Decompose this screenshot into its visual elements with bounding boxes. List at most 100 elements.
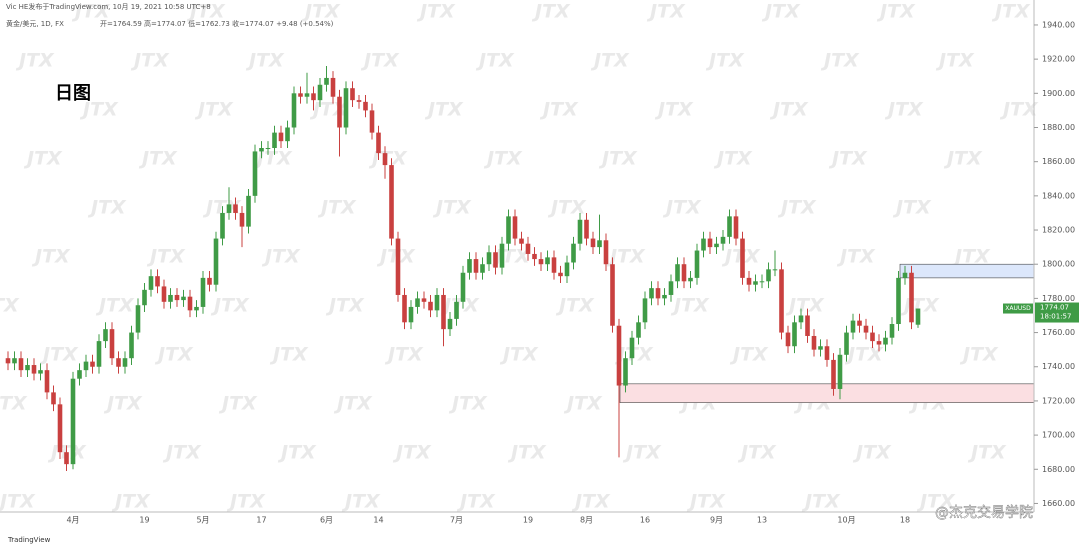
candle-body [519, 238, 524, 244]
x-tick-label: 16 [640, 516, 650, 525]
candle-body [701, 238, 706, 251]
watermark: JTX [384, 344, 424, 366]
watermark: JTX [483, 148, 523, 170]
watermark: JTX [138, 148, 178, 170]
watermark: JTX [194, 99, 234, 121]
credit: @杰克交易学院 [935, 504, 1033, 521]
x-tick-label: 7月 [450, 516, 463, 525]
candle-body [389, 165, 394, 239]
watermark: JTX [713, 148, 753, 170]
watermark: JTX [967, 442, 1007, 464]
watermark: JTX [130, 50, 170, 72]
watermark: JTX [15, 50, 55, 72]
x-tick-label: 8月 [580, 516, 593, 525]
candle-body [181, 296, 186, 301]
candle-body [662, 294, 667, 299]
candle-body [850, 320, 856, 333]
candle-body [285, 127, 290, 142]
candle-body [688, 277, 693, 282]
watermark: JTX [785, 295, 825, 317]
candle-body [356, 100, 362, 102]
watermark: JTX [563, 393, 603, 415]
candle-body [753, 281, 758, 285]
candle-body [155, 276, 160, 287]
watermark: JTX [301, 1, 341, 23]
zone [899, 263, 1035, 279]
candle-body [564, 262, 570, 277]
candle-body [499, 243, 505, 268]
candle-body [369, 110, 375, 133]
ohlc: 开=1764.59 高=1774.07 低=1762.73 收=1774.07 … [100, 19, 334, 28]
candle-body [597, 240, 602, 248]
y-tick-label: 1720.00 [1042, 396, 1075, 405]
candle-body [233, 204, 238, 213]
watermark: JTX [844, 344, 884, 366]
candle-body [889, 324, 895, 338]
candle-body [720, 236, 726, 244]
watermark: JTX [646, 1, 686, 23]
watermark: JTX [253, 148, 293, 170]
candle-body [480, 264, 485, 273]
candle-body [493, 252, 498, 268]
candle-body [272, 132, 277, 149]
candle-body [220, 212, 225, 239]
candle-body [96, 341, 102, 367]
watermark: JTX [269, 344, 309, 366]
candle-body [122, 358, 128, 367]
candle-body [681, 264, 687, 282]
candle-body [727, 216, 732, 237]
candle-body [525, 243, 531, 254]
candle-body [265, 148, 271, 150]
watermark: JTX [325, 295, 365, 317]
candle-body [376, 132, 381, 154]
watermark: JTX [31, 246, 71, 268]
candle-body [649, 288, 654, 299]
watermark: JTX [79, 99, 119, 121]
y-tick-label: 1940.00 [1042, 20, 1075, 29]
watermark: JTX [852, 442, 892, 464]
watermark: JTX [475, 50, 515, 72]
candle-body [668, 281, 674, 295]
y-tick-label: 1700.00 [1042, 431, 1075, 440]
candle-body [90, 361, 95, 367]
y-tick-label: 1860.00 [1042, 157, 1075, 166]
candle-body [109, 329, 115, 359]
watermark: JTX [769, 99, 809, 121]
candle-body [428, 301, 433, 311]
candle-body [148, 276, 154, 290]
y-tick-label: 1900.00 [1042, 89, 1075, 98]
candle-body [460, 272, 466, 302]
candle-body [805, 315, 810, 336]
candle-body [538, 259, 544, 265]
x-tick-label: 13 [757, 516, 767, 525]
candle-body [304, 93, 310, 97]
x-tick-label: 14 [373, 516, 383, 525]
watermark: JTX [277, 442, 317, 464]
candle-body [506, 216, 511, 244]
watermark: JTX [499, 344, 539, 366]
candle-body [70, 378, 76, 465]
watermark: JTX [737, 442, 777, 464]
zone [619, 383, 1035, 403]
watermark: JTX [622, 442, 662, 464]
watermark: JTX [507, 442, 547, 464]
watermark: JTX [547, 197, 587, 219]
candle-body [174, 294, 180, 301]
x-tick-label: 18 [900, 516, 910, 525]
y-tick-label: 1920.00 [1042, 55, 1075, 64]
candle-body [161, 286, 167, 302]
price-label: 1774.07 [1040, 304, 1069, 312]
candle-body [779, 269, 784, 333]
symbol-label: XAUUSD [1005, 305, 1031, 312]
watermark: JTX [111, 491, 151, 513]
candle-body [824, 346, 830, 360]
candle-body [746, 277, 752, 285]
watermark: JTX [0, 491, 36, 513]
watermark: JTX [95, 295, 135, 317]
candle-body [207, 277, 212, 285]
candle-body [57, 404, 63, 453]
candle-body [402, 294, 407, 323]
chart-title: 日图 [55, 83, 91, 104]
watermark: JTX [416, 1, 456, 23]
candle-body [896, 277, 901, 325]
